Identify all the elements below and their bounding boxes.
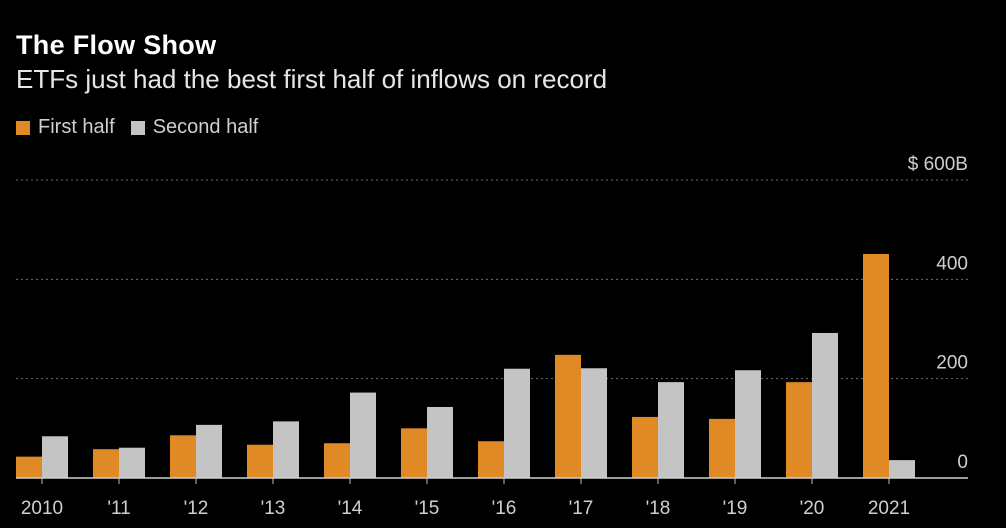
y-tick-label-0: 0 [957,452,968,473]
legend-label-first-half: First half [38,116,115,138]
legend-swatch-first-half [16,120,30,135]
bar-first-half-17 [555,354,581,478]
bar-second-half-15 [427,406,453,478]
x-tick-label-15: '15 [415,498,440,519]
bar-second-half-17 [581,368,607,478]
x-tick-label-20: '20 [800,498,825,519]
bar-first-half-14 [324,443,350,478]
bar-second-half-13 [273,421,299,478]
x-tick-label-19: '19 [723,498,748,519]
x-tick-label-18: '18 [646,498,671,519]
bar-second-half-18 [658,382,684,478]
bar-second-half-19 [735,370,761,478]
x-tick-label-11: '11 [107,498,130,519]
y-tick-label-600: $ 600B [908,154,968,175]
x-tick-label-16: '16 [492,498,517,519]
axis-layer: 0 200 400 $ 600B 2010 '11 '12 '13 '14 '15 '16 '17 '1… [16,154,968,519]
bar-first-half-2021 [863,254,889,478]
bar-first-half-12 [170,435,196,478]
bar-first-half-18 [632,416,658,478]
bar-first-half-11 [93,449,119,478]
bar-second-half-12 [196,424,222,478]
y-tick-label-400: 400 [936,253,968,274]
legend-swatch-second-half [130,120,145,135]
legend-item-second-half: Second half [130,116,259,139]
bar-second-half-2010 [42,436,68,478]
bar-first-half-2010 [16,456,42,478]
legend-item-first-half: First half [16,116,115,139]
x-tick-label-2021: 2021 [868,498,910,519]
bar-first-half-19 [709,418,735,478]
bar-first-half-20 [786,382,812,478]
bar-second-half-11 [119,447,145,478]
bar-first-half-13 [247,444,273,478]
bar-first-half-16 [478,441,504,478]
x-tick-label-12: '12 [184,498,209,519]
chart-legend: First half Second half [16,116,274,139]
x-tick-label-14: '14 [338,498,363,519]
y-tick-label-200: 200 [936,353,968,374]
bar-second-half-16 [504,368,530,478]
bar-second-half-14 [350,392,376,478]
bar-second-half-2021 [889,460,915,478]
legend-label-second-half: Second half [152,116,259,138]
chart-title: The Flow Show [16,30,217,60]
x-tick-label-2010: 2010 [21,498,63,519]
bar-first-half-15 [401,428,427,478]
chart-subtitle: ETFs just had the best first half of inf… [16,64,608,94]
bar-second-half-20 [812,332,838,478]
x-tick-label-13: '13 [261,498,286,519]
bar-layer [16,254,915,478]
grid-layer [16,179,968,380]
x-tick-label-17: '17 [569,498,594,519]
